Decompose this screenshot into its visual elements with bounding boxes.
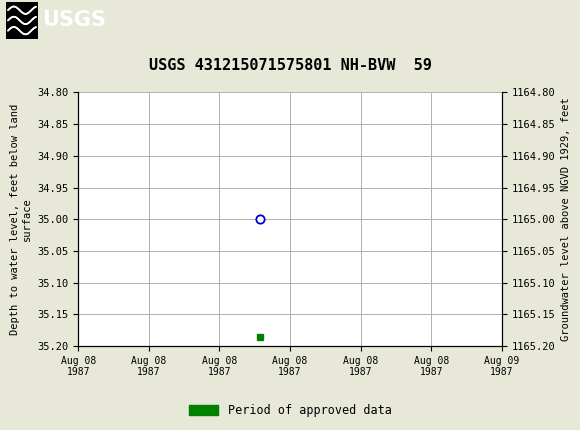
Y-axis label: Depth to water level, feet below land
surface: Depth to water level, feet below land su… [10, 104, 32, 335]
Text: USGS: USGS [42, 10, 106, 31]
Legend: Period of approved data: Period of approved data [184, 399, 396, 422]
Y-axis label: Groundwater level above NGVD 1929, feet: Groundwater level above NGVD 1929, feet [561, 98, 571, 341]
Text: USGS 431215071575801 NH-BVW  59: USGS 431215071575801 NH-BVW 59 [148, 58, 432, 73]
Bar [6, 2, 38, 39]
